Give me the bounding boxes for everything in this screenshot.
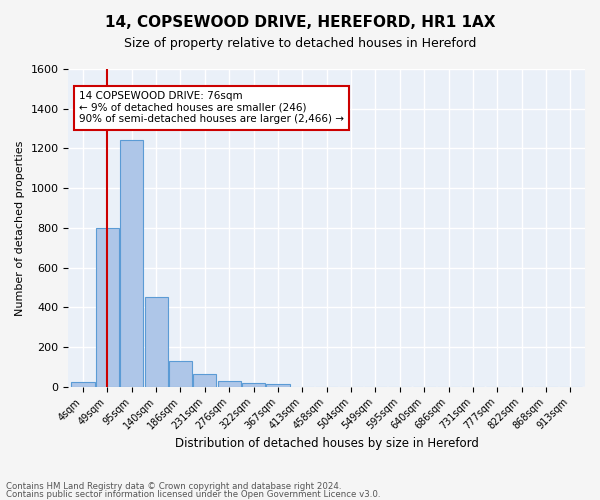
Bar: [266, 384, 290, 386]
Bar: [120, 140, 143, 386]
Bar: [218, 381, 241, 386]
Bar: [169, 361, 192, 386]
Bar: [96, 228, 119, 386]
Bar: [193, 374, 217, 386]
Text: 14 COPSEWOOD DRIVE: 76sqm
← 9% of detached houses are smaller (246)
90% of semi-: 14 COPSEWOOD DRIVE: 76sqm ← 9% of detach…: [79, 91, 344, 124]
Text: Contains HM Land Registry data © Crown copyright and database right 2024.: Contains HM Land Registry data © Crown c…: [6, 482, 341, 491]
Text: Size of property relative to detached houses in Hereford: Size of property relative to detached ho…: [124, 38, 476, 51]
Bar: [71, 382, 95, 386]
Bar: [242, 383, 265, 386]
Text: 14, COPSEWOOD DRIVE, HEREFORD, HR1 1AX: 14, COPSEWOOD DRIVE, HEREFORD, HR1 1AX: [105, 15, 495, 30]
Bar: [145, 298, 168, 386]
X-axis label: Distribution of detached houses by size in Hereford: Distribution of detached houses by size …: [175, 437, 479, 450]
Text: Contains public sector information licensed under the Open Government Licence v3: Contains public sector information licen…: [6, 490, 380, 499]
Y-axis label: Number of detached properties: Number of detached properties: [15, 140, 25, 316]
